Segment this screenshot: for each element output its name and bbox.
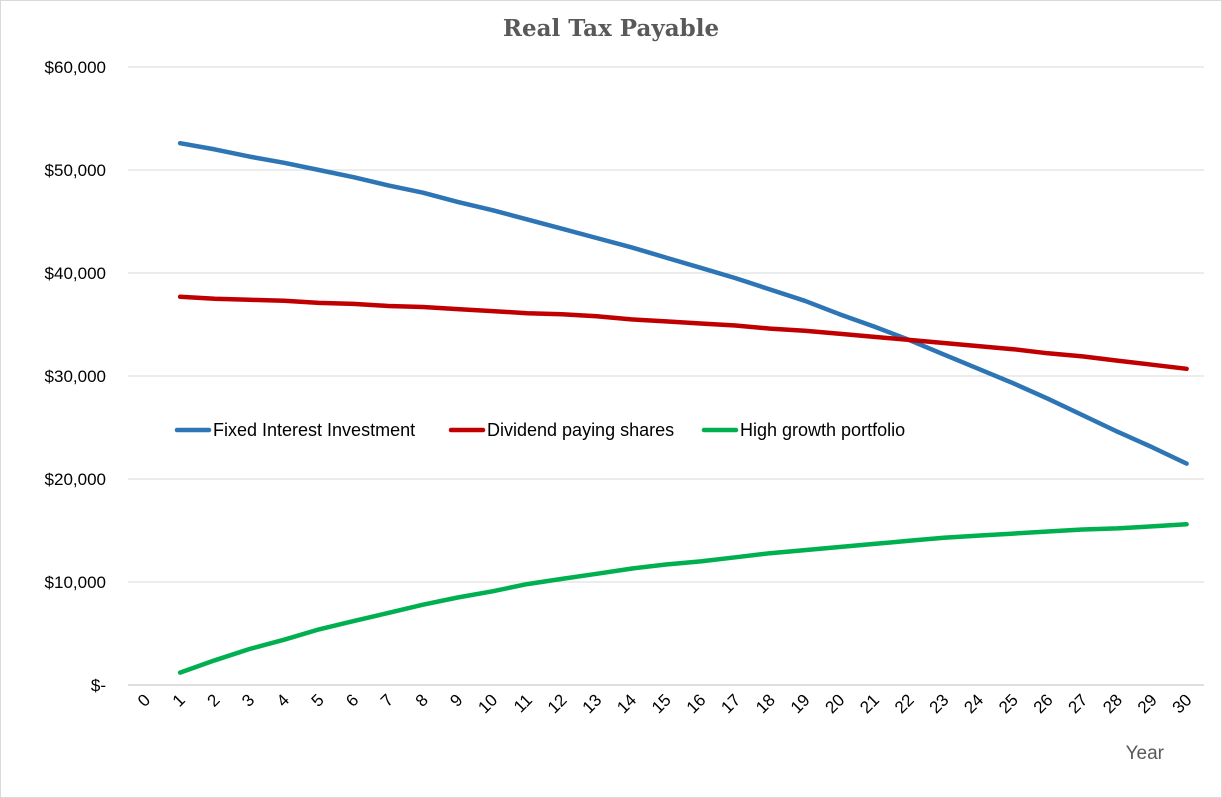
- x-tick-label: 17: [717, 690, 744, 717]
- legend-label: Dividend paying shares: [487, 420, 674, 440]
- y-tick-label: $30,000: [45, 367, 106, 386]
- x-tick-label: 14: [613, 690, 640, 717]
- series-line-1: [177, 140, 1189, 466]
- series-line-2: [177, 294, 1189, 372]
- x-tick-label: 19: [787, 690, 814, 717]
- legend-label: High growth portfolio: [740, 420, 905, 440]
- x-tick-label: 7: [377, 690, 397, 710]
- y-tick-label: $40,000: [45, 264, 106, 283]
- y-tick-label: $20,000: [45, 470, 106, 489]
- y-tick-label: $50,000: [45, 161, 106, 180]
- x-tick-label: 15: [648, 690, 675, 717]
- x-tick-label: 29: [1134, 690, 1161, 717]
- x-tick-label: 25: [995, 690, 1022, 717]
- y-tick-label: $10,000: [45, 573, 106, 592]
- x-tick-label: 12: [544, 690, 571, 717]
- x-tick-label: 6: [342, 690, 362, 710]
- x-tick-label: 5: [308, 690, 328, 710]
- gridlines: [128, 66, 1204, 686]
- x-tick-label: 24: [960, 690, 987, 717]
- chart-title: Real Tax Payable: [502, 15, 720, 42]
- legend: Fixed Interest Investment Dividend paying…: [174, 420, 905, 440]
- x-tick-label: 23: [926, 690, 953, 717]
- x-tick-label: 18: [752, 690, 779, 717]
- x-tick-label: 28: [1099, 690, 1126, 717]
- x-tick-label: 3: [238, 690, 258, 710]
- y-tick-label: $60,000: [45, 58, 106, 77]
- x-tick-label: 16: [683, 690, 710, 717]
- x-tick-label: 30: [1169, 690, 1196, 717]
- x-tick-label: 9: [446, 690, 466, 710]
- y-axis-ticks: $- $10,000 $20,000 $30,000 $40,000 $50,000 $60…: [45, 58, 106, 695]
- x-tick-label: 20: [822, 690, 849, 717]
- x-tick-label: 0: [134, 690, 154, 710]
- x-tick-label: 22: [891, 690, 918, 717]
- series-lines: [177, 140, 1189, 675]
- x-tick-label: 8: [412, 690, 432, 710]
- x-axis-label: Year: [1126, 743, 1165, 764]
- x-tick-label: 2: [203, 690, 223, 710]
- x-axis-ticks: 0 1 2 3 4 5 6 7 8 9 10 11 12 13 14 15 16 17 18 19 20 21 22 23 24…: [134, 690, 1195, 717]
- x-tick-label: 27: [1065, 690, 1092, 717]
- y-tick-label: $-: [91, 676, 106, 695]
- legend-label: Fixed Interest Investment: [213, 420, 415, 440]
- series-line-3: [177, 522, 1189, 675]
- x-tick-label: 4: [273, 690, 293, 710]
- x-tick-label: 10: [474, 690, 501, 717]
- x-tick-label: 13: [579, 690, 606, 717]
- x-tick-label: 21: [856, 690, 883, 717]
- x-tick-label: 11: [510, 690, 536, 716]
- x-tick-label: 26: [1030, 690, 1057, 717]
- x-tick-label: 1: [169, 690, 189, 710]
